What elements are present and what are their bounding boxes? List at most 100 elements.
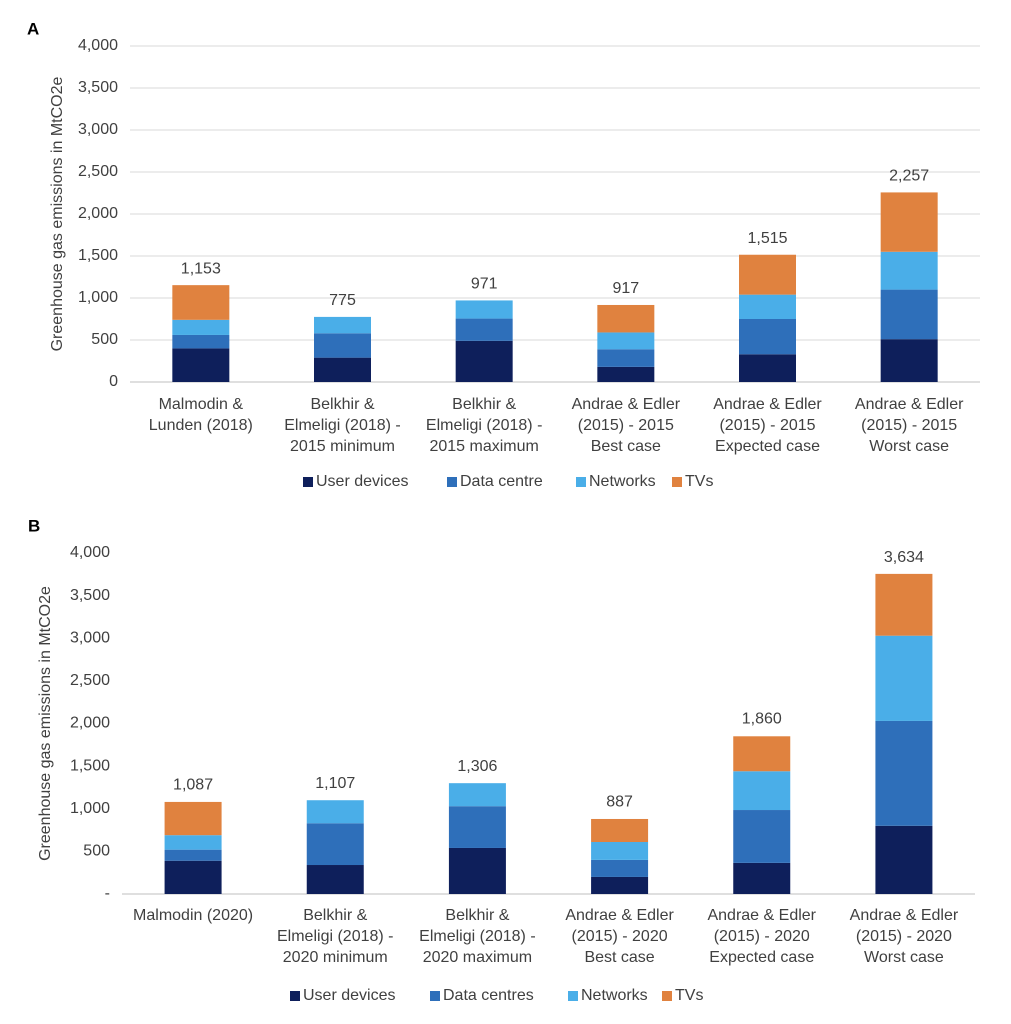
x-tick-label: (2015) - 2020 bbox=[714, 928, 810, 945]
x-tick-label: (2015) - 2020 bbox=[856, 928, 952, 945]
x-tick-label: Lunden (2018) bbox=[149, 417, 253, 434]
bar-segment bbox=[591, 859, 649, 877]
bar-segment bbox=[597, 349, 655, 367]
bar-segment bbox=[739, 354, 796, 382]
legend-label: User devices bbox=[303, 987, 395, 1004]
legend-swatch bbox=[576, 477, 586, 487]
total-label: 1,107 bbox=[315, 775, 355, 792]
bar-segment bbox=[880, 339, 938, 382]
legend-label: TVs bbox=[685, 473, 713, 490]
bar-segment bbox=[306, 865, 364, 894]
x-tick-label: Andrae & Edler bbox=[707, 907, 816, 924]
y-tick-label: 1,000 bbox=[78, 289, 118, 306]
y-tick-label: 500 bbox=[91, 331, 118, 348]
bar-segment bbox=[591, 841, 649, 860]
legend-swatch bbox=[568, 991, 578, 1001]
bar-segment bbox=[880, 192, 938, 252]
bar-segment bbox=[164, 835, 222, 850]
x-tick-label: Belkhir & bbox=[303, 907, 367, 924]
bar-segment bbox=[455, 318, 513, 341]
y-tick-label: - bbox=[105, 885, 110, 902]
legend-label: TVs bbox=[675, 987, 703, 1004]
y-axis-label: Greenhouse gas emissions in MtCO2e bbox=[49, 77, 66, 352]
total-label: 1,153 bbox=[181, 260, 221, 277]
panel-label: A bbox=[27, 19, 39, 38]
bar-segment bbox=[739, 294, 796, 319]
bar-segment bbox=[455, 300, 513, 319]
bar-segment bbox=[164, 860, 222, 894]
total-label: 1,087 bbox=[173, 777, 213, 794]
y-tick-label: 2,500 bbox=[78, 163, 118, 180]
x-tick-label: Belkhir & bbox=[445, 907, 509, 924]
bar-segment bbox=[591, 818, 649, 842]
bar-segment bbox=[164, 801, 222, 836]
y-tick-label: 1,500 bbox=[70, 757, 110, 774]
x-tick-label: 2015 minimum bbox=[290, 438, 395, 455]
x-tick-label: 2020 maximum bbox=[423, 949, 532, 966]
total-label: 775 bbox=[329, 292, 356, 309]
total-label: 3,634 bbox=[884, 549, 924, 566]
panel-label: B bbox=[28, 516, 40, 535]
y-tick-label: 1,000 bbox=[70, 800, 110, 817]
x-tick-label: Belkhir & bbox=[310, 396, 374, 413]
y-tick-label: 2,000 bbox=[78, 205, 118, 222]
legend-swatch bbox=[662, 991, 672, 1001]
total-label: 1,306 bbox=[457, 758, 497, 775]
bar-segment bbox=[875, 720, 933, 826]
x-tick-label: Elmeligi (2018) - bbox=[284, 417, 400, 434]
x-tick-label: Andrae & Edler bbox=[565, 907, 674, 924]
x-tick-label: 2020 minimum bbox=[283, 949, 388, 966]
x-tick-label: Expected case bbox=[715, 438, 820, 455]
total-label: 1,515 bbox=[747, 230, 787, 247]
bar-segment bbox=[455, 340, 513, 382]
bar-segment bbox=[172, 348, 230, 382]
x-tick-label: Malmodin (2020) bbox=[133, 907, 253, 924]
y-tick-label: 4,000 bbox=[78, 37, 118, 54]
y-tick-label: 3,000 bbox=[70, 629, 110, 646]
bar-segment bbox=[880, 289, 938, 340]
y-tick-label: 3,500 bbox=[70, 587, 110, 604]
bar-segment bbox=[733, 810, 791, 863]
total-label: 917 bbox=[612, 280, 639, 297]
legend-label: Networks bbox=[581, 987, 648, 1004]
bar-segment bbox=[306, 823, 364, 866]
bar-segment bbox=[597, 332, 655, 350]
y-tick-label: 2,500 bbox=[70, 672, 110, 689]
legend-swatch bbox=[290, 991, 300, 1001]
bar-segment bbox=[591, 876, 649, 894]
y-tick-label: 2,000 bbox=[70, 715, 110, 732]
x-tick-label: Malmodin & bbox=[159, 396, 244, 413]
y-tick-label: 3,500 bbox=[78, 79, 118, 96]
bar-segment bbox=[448, 783, 506, 807]
bar-segment bbox=[172, 285, 230, 320]
y-axis-label: Greenhouse gas emissions in MtCO2e bbox=[37, 586, 54, 861]
legend-label: Data centres bbox=[443, 987, 534, 1004]
x-tick-label: Best case bbox=[591, 438, 661, 455]
legend-swatch bbox=[672, 477, 682, 487]
x-tick-label: Elmeligi (2018) - bbox=[426, 417, 542, 434]
x-tick-label: Elmeligi (2018) - bbox=[419, 928, 535, 945]
x-tick-label: Belkhir & bbox=[452, 396, 516, 413]
bar-segment bbox=[733, 736, 791, 772]
x-tick-label: 2015 maximum bbox=[429, 438, 538, 455]
x-tick-label: Worst case bbox=[869, 438, 949, 455]
x-tick-label: Andrae & Edler bbox=[713, 396, 822, 413]
bar-segment bbox=[314, 316, 371, 334]
bar-segment bbox=[306, 800, 364, 824]
bar-segment bbox=[739, 254, 796, 295]
legend-swatch bbox=[303, 477, 313, 487]
bar-segment bbox=[733, 771, 791, 811]
y-tick-label: 500 bbox=[83, 843, 110, 860]
legend-label: Data centre bbox=[460, 473, 543, 490]
total-label: 2,257 bbox=[889, 168, 929, 185]
bar-segment bbox=[597, 304, 655, 333]
legend-swatch bbox=[447, 477, 457, 487]
bar-segment bbox=[314, 357, 371, 382]
total-label: 887 bbox=[606, 794, 633, 811]
x-tick-label: Andrae & Edler bbox=[855, 396, 964, 413]
legend-label: Networks bbox=[589, 473, 656, 490]
bar-segment bbox=[448, 806, 506, 848]
total-label: 1,860 bbox=[742, 711, 782, 728]
bar-segment bbox=[597, 366, 655, 382]
